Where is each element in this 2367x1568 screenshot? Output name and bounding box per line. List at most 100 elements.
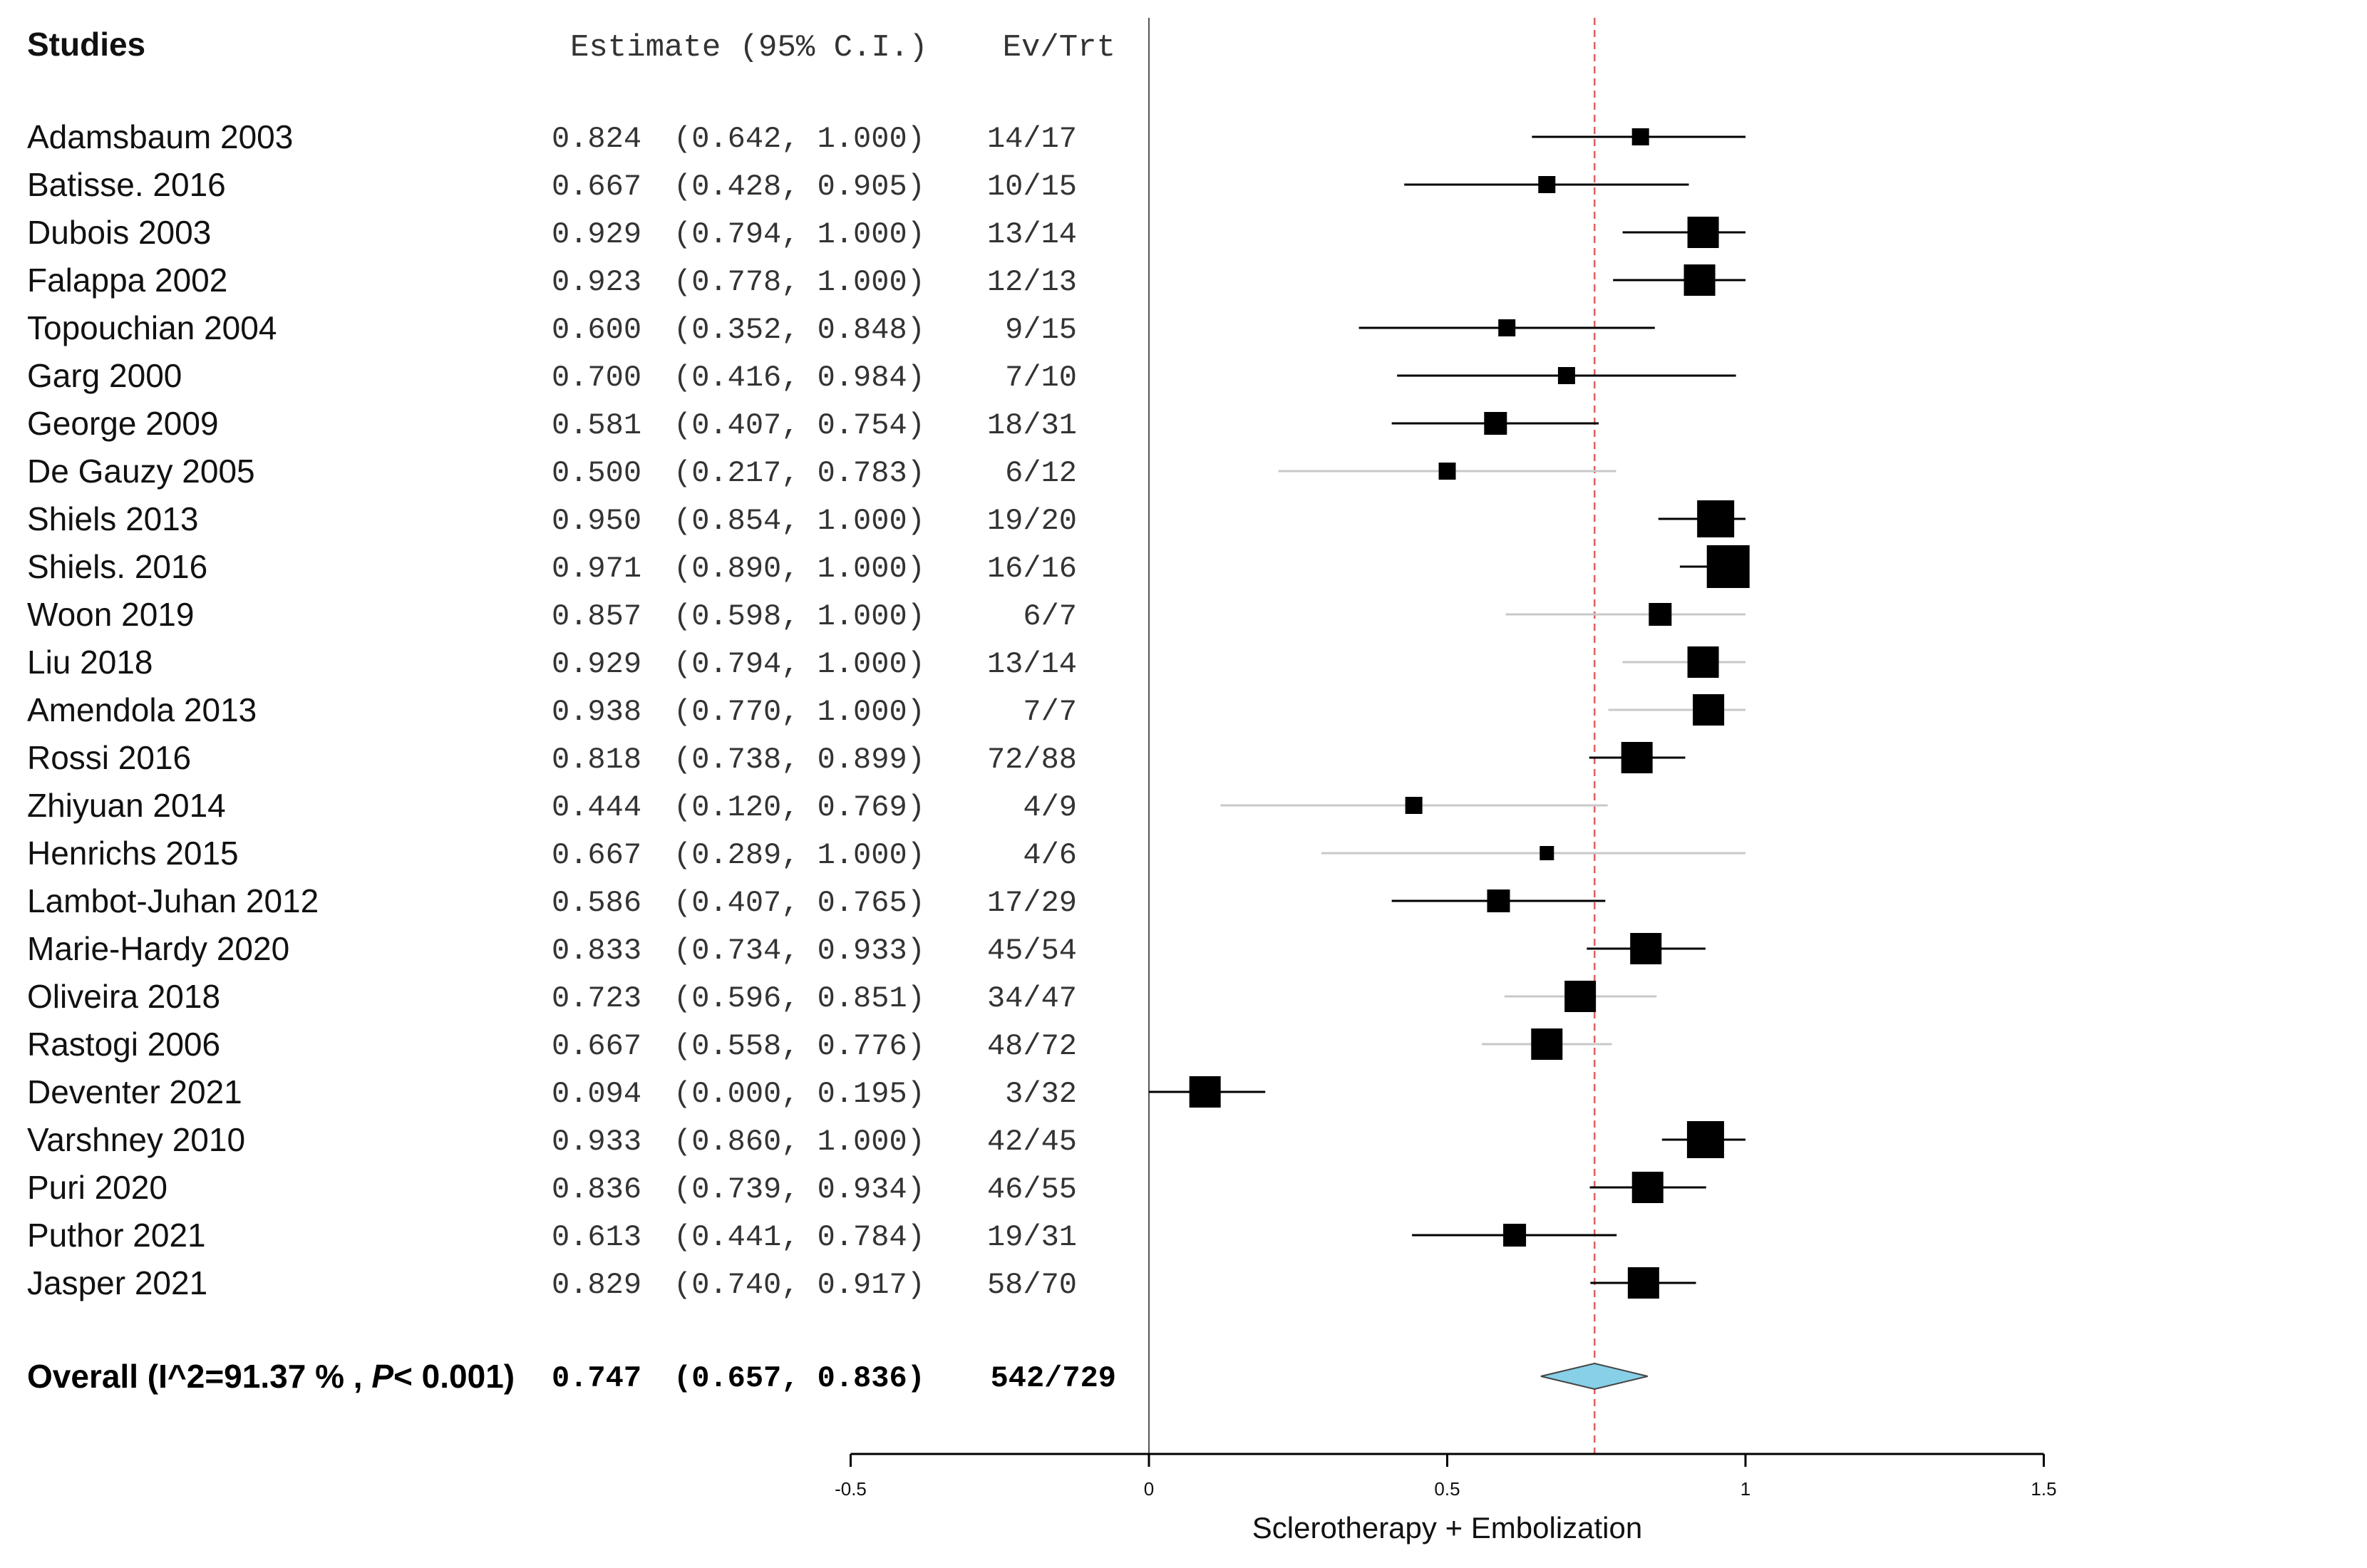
study-name: Marie-Hardy 2020 xyxy=(27,930,289,967)
study-name: Amendola 2013 xyxy=(27,691,257,728)
header-ev-trt: Ev/Trt xyxy=(1003,30,1115,66)
study-name: Adamsbaum 2003 xyxy=(27,118,293,155)
study-ev-trt: 34/47 xyxy=(987,981,1077,1016)
study-ev-trt: 4/9 xyxy=(1023,790,1077,825)
study-ev-trt: 4/6 xyxy=(1023,838,1077,872)
study-estimate: 0.667 xyxy=(552,1029,641,1063)
study-estimate: 0.600 xyxy=(552,313,641,347)
study-name: Woon 2019 xyxy=(27,596,194,633)
plot-area: -0.5 0 0.5 1 1.5 Sclerotherapy + Embolization xyxy=(835,18,2057,1544)
study-ci: (0.778, 1.000) xyxy=(674,265,925,299)
study-name: Shiels. 2016 xyxy=(27,548,207,585)
study-name: Oliveira 2018 xyxy=(27,978,220,1015)
study-ev-trt: 7/7 xyxy=(1023,695,1077,729)
study-name: Topouchian 2004 xyxy=(27,309,277,346)
study-point-square xyxy=(1627,1267,1659,1299)
study-name: Falappa 2002 xyxy=(27,262,227,299)
study-point-square xyxy=(1189,1076,1221,1108)
header-studies: Studies xyxy=(27,26,145,63)
study-ci: (0.441, 0.784) xyxy=(674,1220,925,1254)
study-ev-trt: 19/20 xyxy=(987,504,1077,538)
study-point-square xyxy=(1540,846,1554,860)
study-ci: (0.738, 0.899) xyxy=(674,743,925,777)
study-point-square xyxy=(1687,217,1719,248)
study-point-square xyxy=(1487,889,1510,912)
study-estimate: 0.586 xyxy=(552,886,641,920)
x-axis-label: Sclerotherapy + Embolization xyxy=(1252,1511,1642,1544)
table-text: Studies Estimate (95% C.I.) Ev/Trt Adamsbau… xyxy=(27,26,1116,1396)
study-estimate: 0.723 xyxy=(552,981,641,1016)
x-axis-tick-label: 1 xyxy=(1741,1478,1750,1500)
study-point-square xyxy=(1484,412,1507,435)
study-point-square xyxy=(1683,264,1716,296)
study-point-square xyxy=(1557,367,1575,384)
overall-ev-trt: 542/729 xyxy=(991,1361,1116,1396)
x-axis-tick-label: -0.5 xyxy=(835,1478,867,1500)
study-point-square xyxy=(1630,933,1662,964)
study-ci: (0.558, 0.776) xyxy=(674,1029,925,1063)
study-name: Puri 2020 xyxy=(27,1169,167,1206)
study-ci: (0.890, 1.000) xyxy=(674,552,925,586)
study-name: George 2009 xyxy=(27,405,219,442)
study-ci: (0.854, 1.000) xyxy=(674,504,925,538)
study-ev-trt: 6/7 xyxy=(1023,599,1077,634)
study-estimate: 0.700 xyxy=(552,361,641,395)
study-ev-trt: 16/16 xyxy=(987,552,1077,586)
study-ci: (0.352, 0.848) xyxy=(674,313,925,347)
study-name: Puthor 2021 xyxy=(27,1217,206,1254)
study-name: De Gauzy 2005 xyxy=(27,453,255,490)
study-point-square xyxy=(1686,1121,1724,1158)
study-ci: (0.000, 0.195) xyxy=(674,1077,925,1111)
overall-label-p: P xyxy=(371,1358,393,1395)
study-name: Deventer 2021 xyxy=(27,1073,242,1110)
study-estimate: 0.500 xyxy=(552,456,641,490)
overall-label-prefix: Overall (I^2=91.37 % , xyxy=(27,1358,371,1395)
study-estimate: 0.818 xyxy=(552,743,641,777)
study-ev-trt: 9/15 xyxy=(1005,313,1077,347)
study-estimate: 0.857 xyxy=(552,599,641,634)
x-axis-tick-label: 1.5 xyxy=(2031,1478,2056,1500)
study-name: Batisse. 2016 xyxy=(27,166,226,203)
study-name: Henrichs 2015 xyxy=(27,835,239,872)
study-name: Rastogi 2006 xyxy=(27,1026,220,1063)
study-name: Shiels 2013 xyxy=(27,500,198,537)
study-estimate: 0.824 xyxy=(552,122,641,156)
study-point-square xyxy=(1693,694,1725,726)
study-estimate: 0.667 xyxy=(552,838,641,872)
overall-label: Overall (I^2=91.37 % , P< 0.001) xyxy=(27,1358,515,1395)
study-ev-trt: 12/13 xyxy=(987,265,1077,299)
study-ev-trt: 72/88 xyxy=(987,743,1077,777)
study-ci: (0.416, 0.984) xyxy=(674,361,925,395)
study-point-square xyxy=(1531,1028,1563,1060)
study-point-square xyxy=(1631,1172,1664,1203)
study-ci: (0.407, 0.765) xyxy=(674,886,925,920)
study-ev-trt: 46/55 xyxy=(987,1172,1077,1207)
study-estimate: 0.929 xyxy=(552,647,641,681)
study-ci: (0.734, 0.933) xyxy=(674,934,925,968)
study-estimate: 0.829 xyxy=(552,1268,641,1302)
study-name: Dubois 2003 xyxy=(27,214,211,251)
overall-ci: (0.657, 0.836) xyxy=(674,1361,925,1396)
header-estimate: Estimate (95% C.I.) xyxy=(570,30,928,66)
study-point-square xyxy=(1564,981,1597,1012)
study-estimate: 0.444 xyxy=(552,790,641,825)
study-ev-trt: 58/70 xyxy=(987,1268,1077,1302)
study-ci: (0.642, 1.000) xyxy=(674,122,925,156)
study-name: Garg 2000 xyxy=(27,357,182,394)
study-estimate: 0.950 xyxy=(552,504,641,538)
study-estimate: 0.094 xyxy=(552,1077,641,1111)
study-ev-trt: 18/31 xyxy=(987,408,1077,443)
study-ev-trt: 48/72 xyxy=(987,1029,1077,1063)
x-axis-tick-label: 0 xyxy=(1144,1478,1154,1500)
study-point-square xyxy=(1503,1224,1527,1247)
study-ev-trt: 17/29 xyxy=(987,886,1077,920)
study-point-square xyxy=(1649,603,1672,626)
study-ci: (0.428, 0.905) xyxy=(674,170,925,204)
study-name: Jasper 2021 xyxy=(27,1264,207,1301)
study-estimate: 0.929 xyxy=(552,217,641,252)
study-name: Liu 2018 xyxy=(27,644,153,681)
study-ev-trt: 45/54 xyxy=(987,934,1077,968)
study-ci: (0.598, 1.000) xyxy=(674,599,925,634)
study-estimate: 0.581 xyxy=(552,408,641,443)
